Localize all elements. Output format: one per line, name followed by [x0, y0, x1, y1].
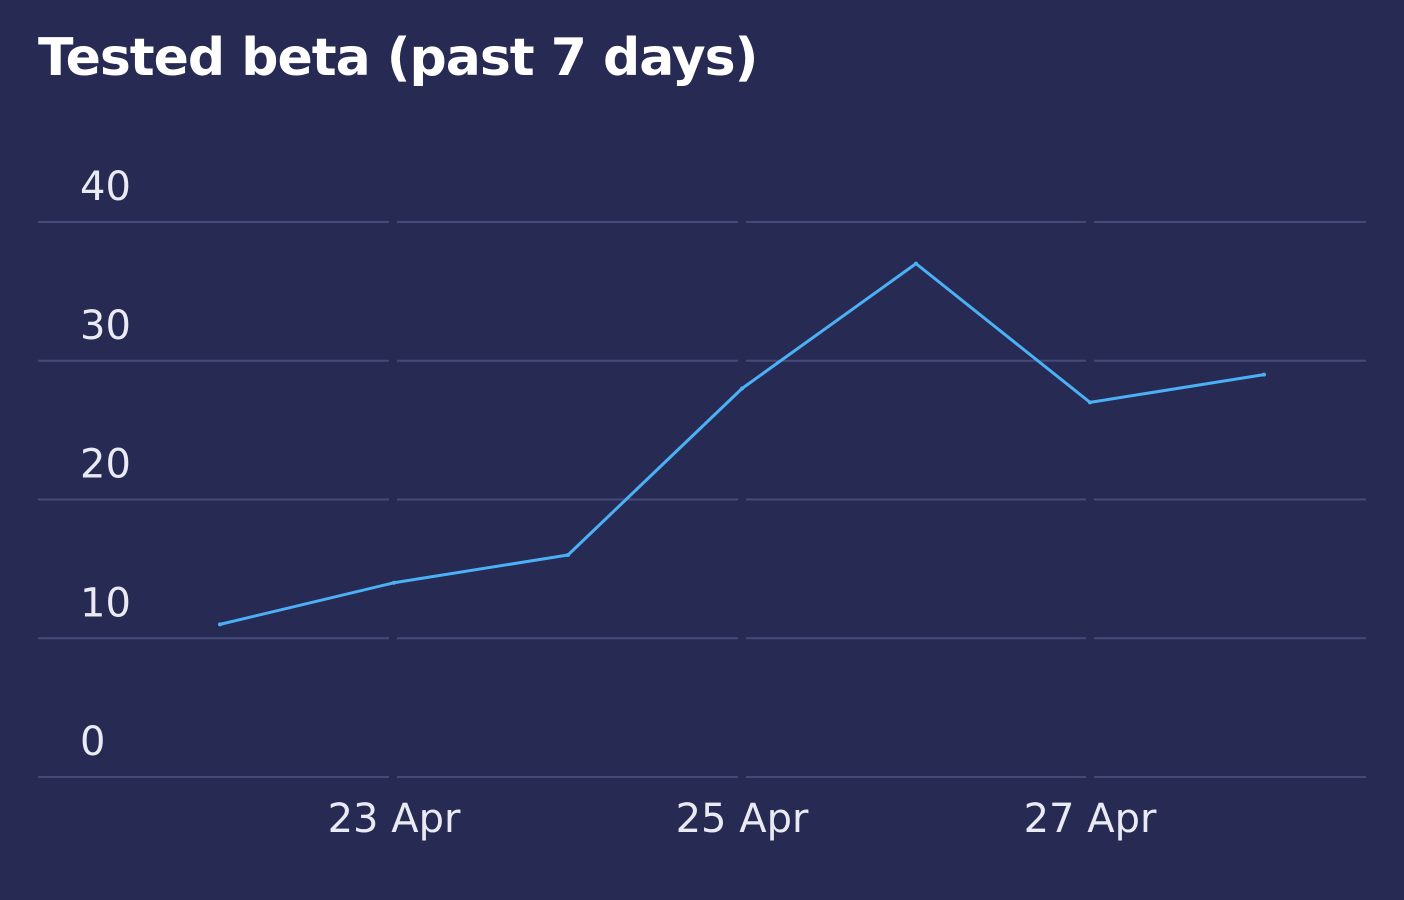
x-tick-label: 23 Apr: [328, 796, 461, 842]
data-point: [218, 622, 222, 627]
data-point: [392, 580, 396, 585]
x-tick-label: 27 Apr: [1024, 796, 1157, 842]
chart-title: Tested beta (past 7 days): [38, 28, 758, 88]
data-point: [914, 261, 918, 266]
series-layer: [218, 261, 1266, 627]
data-point: [1262, 372, 1266, 377]
series-line: [218, 262, 1266, 626]
data-point: [740, 386, 744, 391]
data-point: [566, 553, 570, 557]
x-axis-tick-labels: 23 Apr 25 Apr 27 Apr: [328, 796, 1157, 842]
y-tick-label: 10: [80, 580, 131, 626]
grid-lines: [38, 221, 1366, 778]
y-tick-label: 20: [80, 442, 131, 488]
y-tick-label: 30: [80, 303, 131, 349]
y-tick-label: 40: [80, 164, 131, 210]
y-tick-label: 0: [80, 719, 105, 765]
data-point: [1088, 400, 1092, 405]
y-axis-tick-labels: 0 10 20 30 40: [80, 164, 131, 765]
x-tick-label: 25 Apr: [676, 796, 809, 842]
